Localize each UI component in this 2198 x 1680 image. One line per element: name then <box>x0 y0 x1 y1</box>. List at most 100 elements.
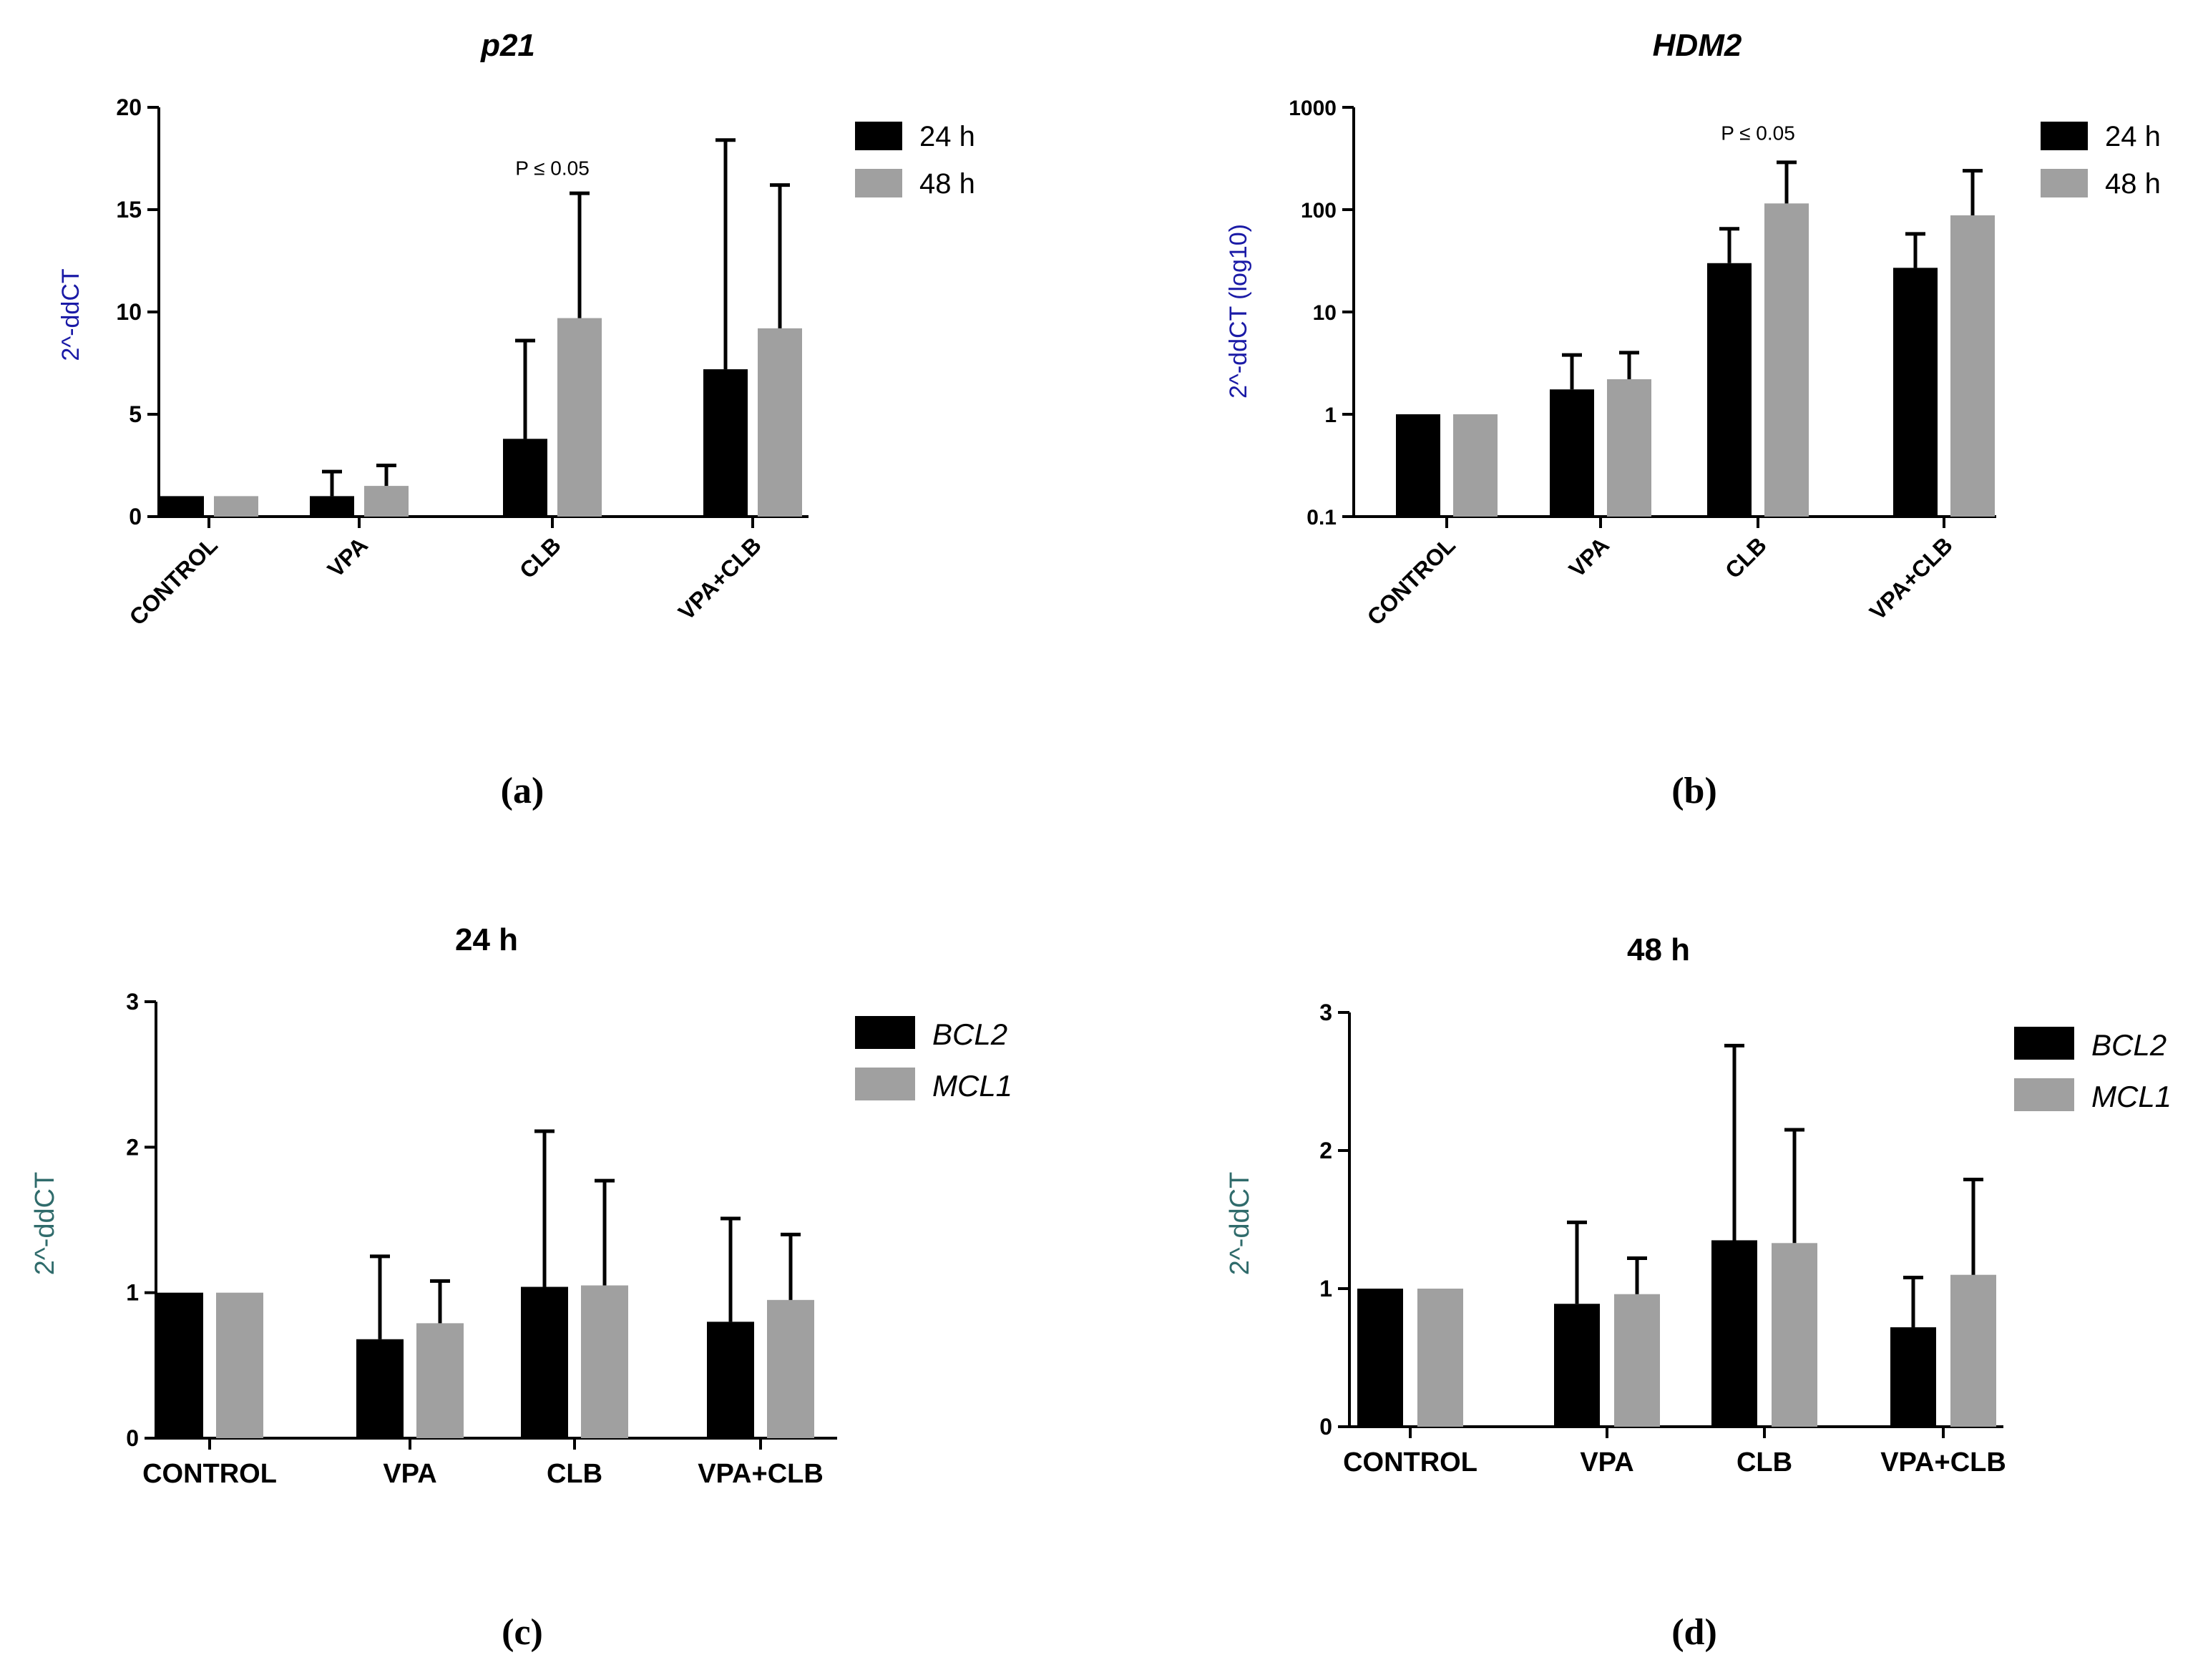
x-tick-label: VPA <box>1564 532 1614 582</box>
bar-48h <box>364 486 409 517</box>
x-tick-label: CONTROL <box>1343 1447 1477 1478</box>
legend-swatch <box>855 1016 915 1049</box>
x-tick-label: CLB <box>514 532 566 583</box>
y-tick-label: 3 <box>126 989 139 1015</box>
x-tick-label: VPA <box>383 1459 436 1489</box>
x-tick-label: CONTROL <box>142 1459 277 1489</box>
y-tick-label: 0 <box>1319 1414 1332 1440</box>
legend-swatch <box>2014 1027 2074 1060</box>
chart-panel-b: HDM2 2^-ddCT (log10) 0.1 1 10 100 1000 CONTROL V… <box>1225 28 2161 811</box>
legend-label: 48 h <box>2105 168 2161 200</box>
legend-label: 24 h <box>919 121 975 152</box>
legend-swatch <box>2041 169 2088 197</box>
bar-mcl1 <box>1950 1274 1996 1427</box>
chart-title: 48 h <box>1627 932 1690 967</box>
bar-mcl1 <box>216 1292 263 1438</box>
legend-swatch <box>2041 122 2088 150</box>
y-tick-label: 1 <box>1324 404 1337 427</box>
y-tick-label: 0 <box>126 1425 139 1451</box>
legend-swatch <box>855 1068 915 1100</box>
y-tick-label: 100 <box>1301 199 1337 223</box>
bar-48h <box>1764 203 1809 517</box>
bar-24h <box>160 496 204 517</box>
chart-panel-d: 48 h 2^-ddCT 0 1 2 3 CONTROL VPA CLB VPA+CLB BCL2 M… <box>1225 932 2172 1653</box>
panel-label: (c) <box>502 1612 543 1653</box>
x-tick-label: VPA+CLB <box>1865 532 1958 625</box>
x-tick-label: VPA <box>323 532 373 582</box>
y-axis-label: 2^-ddCT (log10) <box>1225 224 1252 399</box>
y-tick-label: 3 <box>1319 1000 1332 1025</box>
legend-swatch <box>855 122 902 150</box>
legend-label: MCL1 <box>2091 1080 2172 1113</box>
y-tick-label: 5 <box>129 401 142 427</box>
panel-label: (a) <box>501 771 544 811</box>
bar-48h <box>557 318 602 517</box>
legend-label: MCL1 <box>932 1069 1012 1103</box>
chart-panel-c: 24 h 2^-ddCT 0 1 2 3 CONTROL VPA CLB VPA+CLB BCL2 M… <box>30 922 1012 1653</box>
bar-24h <box>1707 263 1752 517</box>
y-tick-label: 2 <box>1319 1138 1332 1163</box>
y-tick-label: 0 <box>129 504 142 529</box>
x-tick-label: VPA+CLB <box>673 532 766 625</box>
y-tick-label: 1 <box>126 1280 139 1306</box>
bar-24h <box>703 369 748 517</box>
legend-label: 48 h <box>919 168 975 200</box>
chart-panel-a: p21 2^-ddCT 0 5 10 15 20 CONTROL VPA CLB VPA+CLB P … <box>57 28 975 811</box>
bar-bcl2 <box>356 1339 404 1438</box>
significance-annotation: P ≤ 0.05 <box>515 157 590 179</box>
x-tick-label: CLB <box>1737 1447 1792 1478</box>
x-tick-label: CONTROL <box>124 532 223 630</box>
bar-mcl1 <box>416 1323 464 1438</box>
bar-48h <box>758 328 802 517</box>
y-tick-label: 10 <box>116 299 142 325</box>
bar-bcl2 <box>521 1286 568 1438</box>
x-tick-label: VPA <box>1580 1447 1633 1478</box>
panel-label: (d) <box>1671 1612 1717 1653</box>
bar-mcl1 <box>1772 1243 1817 1427</box>
bar-bcl2 <box>1711 1240 1757 1427</box>
x-tick-label: CONTROL <box>1362 532 1460 630</box>
bar-48h <box>1950 215 1995 517</box>
y-tick-label: 10 <box>1313 301 1337 325</box>
y-tick-label: 15 <box>116 197 142 223</box>
bar-24h <box>1550 389 1594 517</box>
chart-title: HDM2 <box>1653 28 1742 63</box>
x-tick-label: VPA+CLB <box>1880 1447 2006 1478</box>
y-tick-label: 0.1 <box>1306 506 1337 529</box>
y-axis-label: 2^-ddCT <box>30 1172 60 1276</box>
legend-swatch <box>855 169 902 197</box>
x-tick-label: VPA+CLB <box>698 1459 824 1489</box>
chart-title: 24 h <box>455 922 518 957</box>
legend-swatch <box>2014 1078 2074 1111</box>
x-tick-label: CLB <box>1720 532 1772 583</box>
bar-24h <box>503 439 547 517</box>
bar-48h <box>1607 379 1651 517</box>
x-tick-label: CLB <box>547 1459 602 1489</box>
y-tick-label: 20 <box>116 94 142 120</box>
legend-label: BCL2 <box>932 1017 1007 1051</box>
y-axis-label: 2^-ddCT <box>1225 1172 1255 1276</box>
y-tick-label: 1000 <box>1289 97 1337 120</box>
bar-48h <box>214 496 258 517</box>
y-tick-label: 1 <box>1319 1276 1332 1301</box>
bar-mcl1 <box>581 1285 628 1438</box>
bar-24h <box>1893 268 1938 517</box>
bar-mcl1 <box>1614 1294 1660 1427</box>
y-tick-label: 2 <box>126 1134 139 1160</box>
bar-mcl1 <box>767 1299 814 1438</box>
significance-annotation: P ≤ 0.05 <box>1721 122 1795 145</box>
y-axis-label: 2^-ddCT <box>57 268 84 361</box>
bar-bcl2 <box>156 1292 203 1438</box>
bar-48h <box>1453 414 1498 517</box>
bar-bcl2 <box>1357 1289 1403 1427</box>
legend-label: 24 h <box>2105 121 2161 152</box>
legend-label: BCL2 <box>2091 1028 2167 1062</box>
bar-bcl2 <box>1554 1304 1600 1427</box>
bar-bcl2 <box>1890 1327 1936 1427</box>
bar-bcl2 <box>707 1322 754 1438</box>
bar-24h <box>310 496 354 517</box>
chart-title: p21 <box>480 28 535 63</box>
panel-label: (b) <box>1671 771 1717 811</box>
bar-24h <box>1396 414 1440 517</box>
